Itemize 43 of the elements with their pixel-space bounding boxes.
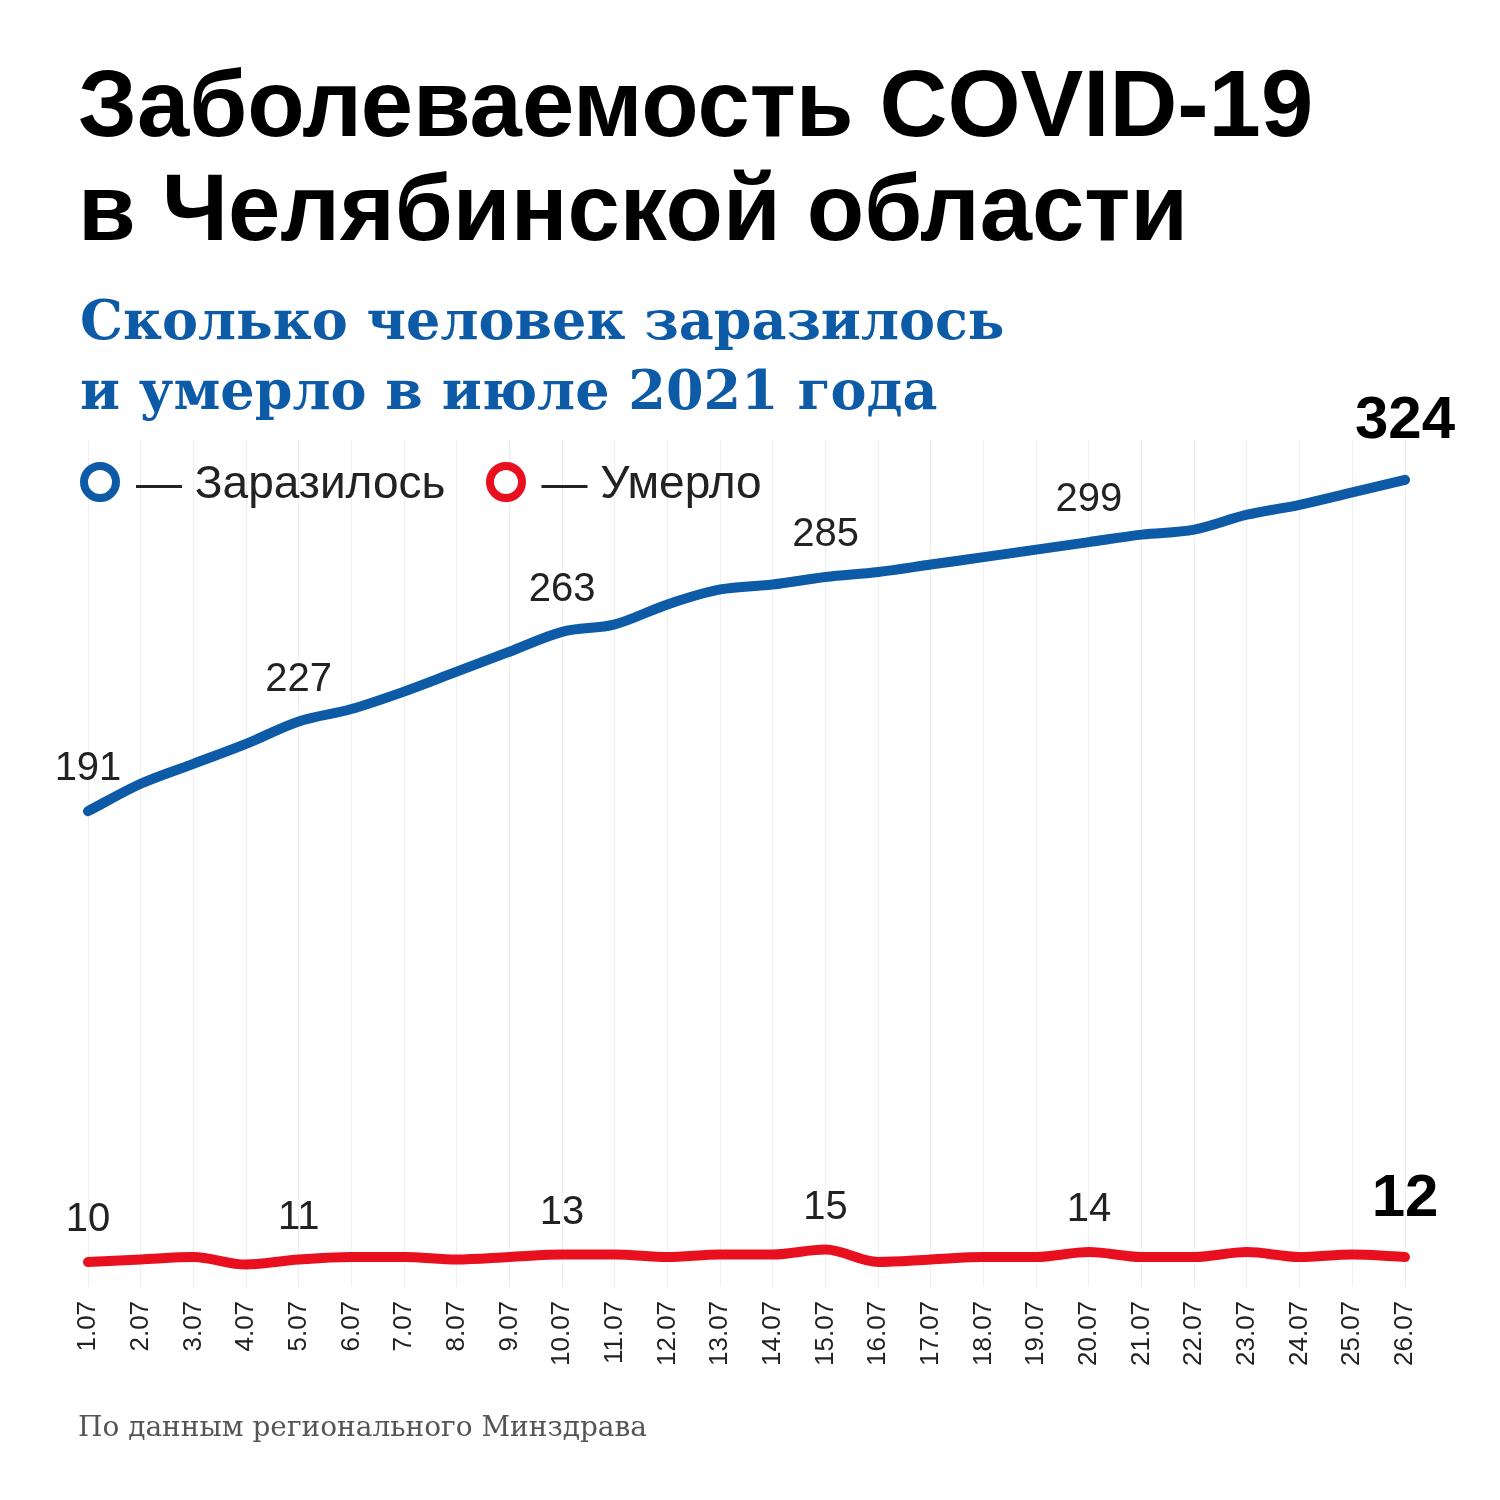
x-tick-label: 11.07 xyxy=(597,1300,628,1365)
x-tick-label: 20.07 xyxy=(1072,1300,1103,1367)
x-tick-label: 17.07 xyxy=(914,1300,945,1367)
x-tick-label: 10.07 xyxy=(545,1300,576,1367)
x-tick-label: 16.07 xyxy=(861,1300,892,1367)
data-label: 15 xyxy=(803,1182,848,1227)
x-tick-label: 9.07 xyxy=(492,1300,523,1352)
data-label: 299 xyxy=(1055,475,1123,520)
data-label: 263 xyxy=(528,564,596,609)
x-tick-label: 5.07 xyxy=(281,1300,312,1352)
x-tick-label: 26.07 xyxy=(1388,1300,1419,1367)
x-tick-label: 23.07 xyxy=(1230,1300,1261,1367)
x-tick-label: 7.07 xyxy=(387,1300,418,1352)
legend-label: — Заразилось xyxy=(136,455,446,509)
x-tick-label: 13.07 xyxy=(703,1300,734,1367)
data-label: 191 xyxy=(54,744,122,789)
x-tick-label: 18.07 xyxy=(966,1300,997,1367)
data-label: 14 xyxy=(1066,1185,1112,1230)
legend-label: — Умерло xyxy=(541,455,762,509)
x-tick-label: 3.07 xyxy=(176,1300,207,1352)
data-label: 13 xyxy=(539,1187,585,1232)
data-label: 324 xyxy=(1354,384,1456,452)
data-label: 11 xyxy=(277,1192,320,1237)
x-tick-label: 6.07 xyxy=(334,1300,365,1352)
x-tick-label: 4.07 xyxy=(229,1300,260,1352)
x-tick-label: 22.07 xyxy=(1177,1300,1208,1367)
chart-subtitle: Сколько человек заразилось и умерло в июле 2021 года xyxy=(80,287,1005,424)
data-label: 10 xyxy=(65,1195,111,1240)
data-label: 12 xyxy=(1371,1161,1439,1229)
x-tick-label: 19.07 xyxy=(1019,1300,1050,1367)
x-tick-label: 21.07 xyxy=(1124,1300,1155,1367)
text: По данным регионального Минздрава xyxy=(78,1410,647,1443)
chart-title: Заболеваемость COVID-19 в Челябинской области xyxy=(78,51,1314,260)
x-tick-label: 12.07 xyxy=(650,1300,681,1367)
x-tick-label: 25.07 xyxy=(1335,1300,1366,1367)
data-label: 227 xyxy=(265,654,333,699)
x-tick-label: 8.07 xyxy=(439,1300,470,1352)
x-tick-label: 14.07 xyxy=(756,1300,787,1367)
x-tick-label: 24.07 xyxy=(1282,1300,1313,1367)
x-tick-label: 15.07 xyxy=(808,1300,839,1367)
x-tick-label: 1.07 xyxy=(71,1300,102,1352)
x-tick-label: 2.07 xyxy=(123,1300,154,1352)
data-label: 285 xyxy=(792,510,859,555)
